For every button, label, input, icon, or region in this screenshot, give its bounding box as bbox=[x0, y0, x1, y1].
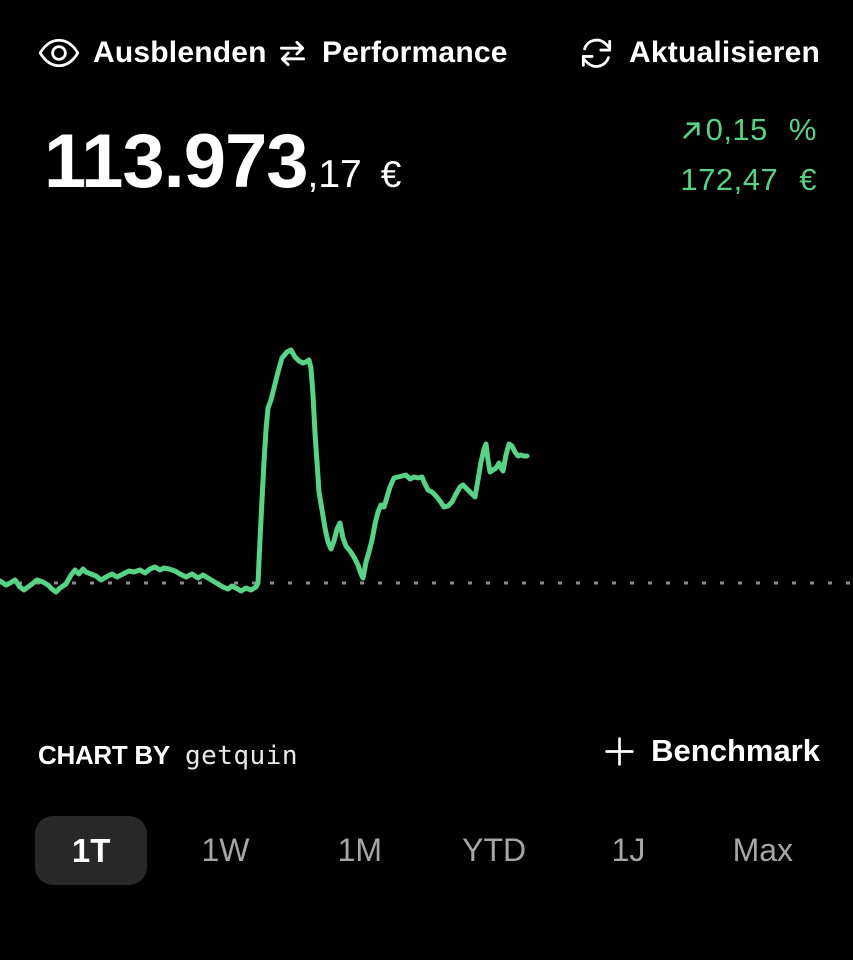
eye-icon bbox=[38, 37, 80, 69]
portfolio-value-currency: € bbox=[380, 154, 402, 195]
portfolio-value-decimal: ,17 bbox=[307, 153, 362, 196]
change-percent-sign: % bbox=[788, 112, 817, 147]
hide-label: Ausblenden bbox=[93, 36, 267, 69]
performance-line bbox=[0, 347, 530, 595]
tab-cell: Max bbox=[696, 816, 830, 885]
tab-1t-selected[interactable]: 1T bbox=[35, 816, 148, 885]
performance-change: 0,15 % 172,47 € bbox=[679, 105, 817, 205]
tab-cell: 1T bbox=[24, 816, 158, 885]
swap-arrows-icon bbox=[276, 38, 309, 69]
top-action-bar: Ausblenden Performance bbox=[0, 30, 853, 76]
refresh-icon bbox=[577, 34, 616, 73]
tab-cell: 1M bbox=[293, 816, 427, 885]
add-benchmark-button[interactable]: Benchmark bbox=[604, 728, 820, 774]
change-amount-currency: € bbox=[799, 162, 817, 197]
tab-1t-label: 1T bbox=[71, 832, 111, 869]
arrow-up-right-icon bbox=[679, 118, 704, 143]
chart-attribution: CHART BY getquin bbox=[38, 740, 298, 771]
tab-cell: 1J bbox=[561, 816, 695, 885]
portfolio-value-integer: 113.973 bbox=[44, 119, 309, 204]
change-percent-value: 0,15 bbox=[705, 112, 768, 147]
plus-icon bbox=[604, 736, 635, 767]
view-mode-label: Performance bbox=[322, 36, 508, 69]
portfolio-value: 113.973 ,17 € bbox=[44, 124, 401, 200]
performance-chart[interactable] bbox=[0, 340, 853, 600]
range-tabs: 1T 1W 1M YTD 1J Max bbox=[24, 816, 830, 885]
chart-by-label: CHART BY bbox=[38, 740, 170, 770]
tab-1m[interactable]: 1M bbox=[337, 832, 383, 868]
refresh-button[interactable]: Aktualisieren bbox=[577, 30, 820, 76]
view-mode-button[interactable]: Performance bbox=[276, 30, 508, 76]
tab-cell: 1W bbox=[158, 816, 292, 885]
tab-cell: YTD bbox=[427, 816, 561, 885]
refresh-label: Aktualisieren bbox=[629, 36, 821, 69]
change-amount-line: 172,47 € bbox=[679, 155, 817, 205]
change-percent-line: 0,15 % bbox=[679, 105, 817, 155]
change-amount-value: 172,47 bbox=[680, 162, 779, 197]
tab-ytd[interactable]: YTD bbox=[462, 832, 527, 868]
tab-1w[interactable]: 1W bbox=[201, 832, 250, 868]
hide-button[interactable]: Ausblenden bbox=[38, 30, 267, 76]
benchmark-label: Benchmark bbox=[651, 733, 820, 768]
tab-1j[interactable]: 1J bbox=[611, 832, 646, 868]
brand-getquin: getquin bbox=[184, 741, 299, 771]
tab-max[interactable]: Max bbox=[732, 832, 794, 868]
